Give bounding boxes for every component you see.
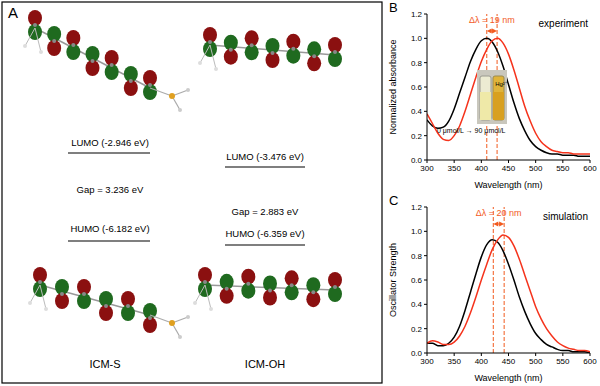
svg-text:350: 350 bbox=[447, 357, 461, 366]
svg-text:Δλ = 19 nm: Δλ = 19 nm bbox=[469, 15, 515, 25]
html-text:C: C bbox=[389, 193, 399, 208]
svg-text:550: 550 bbox=[556, 164, 570, 173]
svg-text:Gap = 3.236 eV: Gap = 3.236 eV bbox=[77, 184, 144, 195]
svg-text:0.2: 0.2 bbox=[411, 325, 423, 334]
svg-text:1.0: 1.0 bbox=[411, 34, 423, 43]
svg-text:500: 500 bbox=[529, 164, 543, 173]
svg-text:600: 600 bbox=[583, 357, 597, 366]
svg-text:400: 400 bbox=[475, 164, 489, 173]
svg-text:HUMO (-6.359 eV): HUMO (-6.359 eV) bbox=[225, 228, 304, 239]
html-text:0 μmol/L → 90 μmol/L: 0 μmol/L → 90 μmol/L bbox=[437, 127, 506, 134]
svg-text:0.0: 0.0 bbox=[411, 349, 423, 358]
svg-text:Normalized absorbance: Normalized absorbance bbox=[388, 39, 398, 134]
svg-text:Wavelength (nm): Wavelength (nm) bbox=[474, 373, 542, 383]
svg-text:0.6: 0.6 bbox=[411, 83, 423, 92]
svg-text:0.8: 0.8 bbox=[411, 252, 423, 261]
svg-text:Wavelength (nm): Wavelength (nm) bbox=[474, 180, 542, 190]
svg-text:Hg²⁺: Hg²⁺ bbox=[495, 81, 507, 87]
svg-text:Gap = 2.883 eV: Gap = 2.883 eV bbox=[232, 206, 299, 217]
svg-text:0.2: 0.2 bbox=[411, 132, 423, 141]
svg-text:0.8: 0.8 bbox=[411, 59, 423, 68]
svg-text:450: 450 bbox=[502, 357, 516, 366]
svg-text:350: 350 bbox=[447, 164, 461, 173]
svg-text:LUMO (-3.476 eV): LUMO (-3.476 eV) bbox=[226, 151, 304, 162]
svg-text:ICM-OH: ICM-OH bbox=[245, 358, 285, 370]
svg-text:ICM-S: ICM-S bbox=[89, 358, 120, 370]
html-text:experiment: experiment bbox=[538, 18, 588, 29]
svg-text:Δλ = 20 nm: Δλ = 20 nm bbox=[476, 208, 522, 218]
svg-text:1.0: 1.0 bbox=[411, 227, 423, 236]
svg-text:0.6: 0.6 bbox=[411, 276, 423, 285]
svg-text:1.2: 1.2 bbox=[411, 203, 423, 212]
svg-text:A: A bbox=[8, 4, 18, 21]
svg-text:550: 550 bbox=[556, 357, 570, 366]
svg-text:Oscillator Strength: Oscillator Strength bbox=[388, 243, 398, 317]
svg-text:300: 300 bbox=[420, 164, 434, 173]
svg-text:450: 450 bbox=[502, 164, 516, 173]
html-text:B: B bbox=[389, 0, 398, 15]
svg-text:0.4: 0.4 bbox=[411, 107, 423, 116]
html-text:simulation: simulation bbox=[543, 211, 588, 222]
svg-text:0.4: 0.4 bbox=[411, 300, 423, 309]
svg-text:300: 300 bbox=[420, 357, 434, 366]
svg-text:600: 600 bbox=[583, 164, 597, 173]
svg-text:0.0: 0.0 bbox=[411, 156, 423, 165]
svg-text:400: 400 bbox=[475, 357, 489, 366]
svg-text:500: 500 bbox=[529, 357, 543, 366]
svg-text:LUMO (-2.946 eV): LUMO (-2.946 eV) bbox=[71, 137, 149, 148]
svg-text:1.2: 1.2 bbox=[411, 10, 423, 19]
svg-text:HUMO (-6.182 eV): HUMO (-6.182 eV) bbox=[70, 223, 149, 234]
